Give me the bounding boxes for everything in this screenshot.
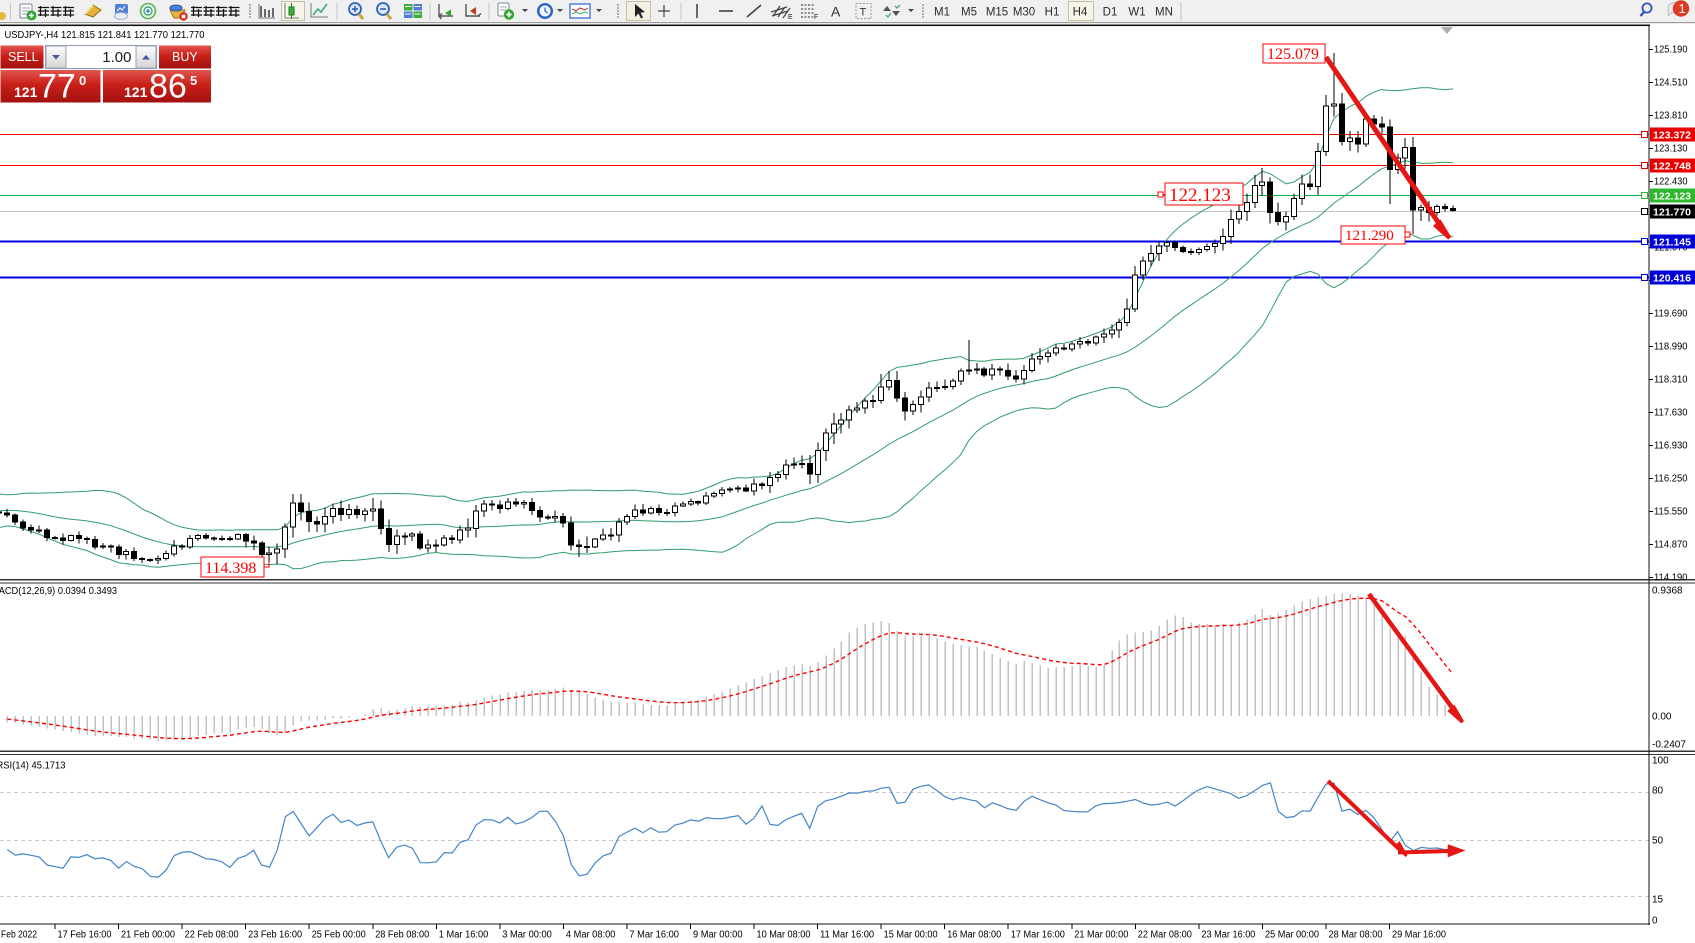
svg-text:USDJPY-,H4 121.815 121.841 12: USDJPY-,H4 121.815 121.841 121.770 121.7… bbox=[5, 30, 205, 41]
svg-text:121.290: 121.290 bbox=[1345, 228, 1394, 244]
svg-text:H1: H1 bbox=[1045, 7, 1060, 19]
svg-text:1.00: 1.00 bbox=[102, 49, 131, 66]
svg-text:5: 5 bbox=[190, 73, 197, 88]
svg-text:50: 50 bbox=[1652, 836, 1664, 847]
svg-text:118.310: 118.310 bbox=[1654, 375, 1688, 386]
svg-text:125.190: 125.190 bbox=[1654, 45, 1688, 56]
svg-text:123.372: 123.372 bbox=[1653, 131, 1691, 142]
svg-text:122.123: 122.123 bbox=[1169, 185, 1231, 206]
svg-text:121: 121 bbox=[124, 84, 148, 100]
svg-text:123.810: 123.810 bbox=[1654, 111, 1688, 122]
svg-text:28 Feb 08:00: 28 Feb 08:00 bbox=[375, 930, 429, 941]
svg-text:17 Feb 16:00: 17 Feb 16:00 bbox=[58, 930, 112, 941]
svg-text:122.748: 122.748 bbox=[1653, 162, 1691, 173]
svg-text:11 Mar 16:00: 11 Mar 16:00 bbox=[820, 930, 874, 941]
svg-text:114.398: 114.398 bbox=[205, 560, 256, 577]
svg-text:118.990: 118.990 bbox=[1654, 342, 1688, 353]
svg-text:21 Mar 00:00: 21 Mar 00:00 bbox=[1074, 930, 1128, 941]
svg-text:22 Feb 08:00: 22 Feb 08:00 bbox=[185, 930, 239, 941]
svg-text:16 Mar 08:00: 16 Mar 08:00 bbox=[947, 930, 1001, 941]
svg-text:28 Mar 08:00: 28 Mar 08:00 bbox=[1329, 930, 1383, 941]
svg-text:0: 0 bbox=[1652, 916, 1658, 927]
svg-text:77: 77 bbox=[38, 68, 76, 106]
svg-text:124.510: 124.510 bbox=[1654, 78, 1688, 89]
svg-text:BUY: BUY bbox=[172, 50, 198, 64]
svg-text:E: E bbox=[788, 14, 793, 21]
svg-text:9 Mar 00:00: 9 Mar 00:00 bbox=[693, 930, 743, 941]
svg-text:25 Mar 00:00: 25 Mar 00:00 bbox=[1265, 930, 1319, 941]
svg-text:114.190: 114.190 bbox=[1654, 573, 1688, 584]
svg-text:D1: D1 bbox=[1103, 7, 1118, 19]
svg-text:Feb 2022: Feb 2022 bbox=[1, 930, 37, 941]
svg-text:M5: M5 bbox=[961, 7, 977, 19]
svg-text:122.123: 122.123 bbox=[1653, 192, 1691, 203]
svg-text:17 Mar 16:00: 17 Mar 16:00 bbox=[1011, 930, 1065, 941]
svg-text:1 Mar 16:00: 1 Mar 16:00 bbox=[439, 930, 489, 941]
svg-text:7 Mar 16:00: 7 Mar 16:00 bbox=[629, 930, 679, 941]
svg-text:23 Feb 16:00: 23 Feb 16:00 bbox=[248, 930, 302, 941]
svg-text:119.690: 119.690 bbox=[1654, 309, 1688, 320]
svg-text:RSI(14) 45.1713: RSI(14) 45.1713 bbox=[0, 761, 66, 772]
svg-text:T: T bbox=[860, 7, 867, 19]
svg-text:122.430: 122.430 bbox=[1654, 177, 1688, 188]
svg-text:15: 15 bbox=[1652, 895, 1664, 906]
svg-text:15 Mar 00:00: 15 Mar 00:00 bbox=[884, 930, 938, 941]
svg-text:MN: MN bbox=[1155, 7, 1173, 19]
svg-text:25 Feb 00:00: 25 Feb 00:00 bbox=[312, 930, 366, 941]
svg-text:21 Feb 00:00: 21 Feb 00:00 bbox=[121, 930, 175, 941]
svg-text:H4: H4 bbox=[1073, 7, 1088, 19]
svg-text:SELL: SELL bbox=[8, 50, 39, 64]
svg-text:1: 1 bbox=[1679, 1, 1686, 16]
svg-text:23 Mar 16:00: 23 Mar 16:00 bbox=[1201, 930, 1255, 941]
svg-text:121: 121 bbox=[14, 84, 38, 100]
svg-text:29 Mar 16:00: 29 Mar 16:00 bbox=[1392, 930, 1446, 941]
svg-text:22 Mar 08:00: 22 Mar 08:00 bbox=[1138, 930, 1192, 941]
svg-text:3 Mar 00:00: 3 Mar 00:00 bbox=[502, 930, 552, 941]
svg-text:121.770: 121.770 bbox=[1653, 208, 1691, 219]
svg-text:A: A bbox=[831, 4, 841, 20]
svg-text:121.145: 121.145 bbox=[1653, 238, 1691, 249]
svg-text:-0.2407: -0.2407 bbox=[1652, 740, 1686, 751]
svg-text:125.079: 125.079 bbox=[1267, 46, 1319, 63]
svg-text:4 Mar 08:00: 4 Mar 08:00 bbox=[566, 930, 616, 941]
svg-text:0.00: 0.00 bbox=[1652, 712, 1672, 723]
svg-text:86: 86 bbox=[149, 68, 187, 106]
svg-text:F: F bbox=[814, 14, 818, 21]
svg-text:116.930: 116.930 bbox=[1654, 441, 1688, 452]
svg-text:116.250: 116.250 bbox=[1654, 474, 1688, 485]
svg-text:80: 80 bbox=[1652, 786, 1664, 797]
svg-text:115.550: 115.550 bbox=[1654, 507, 1688, 518]
svg-text:M1: M1 bbox=[934, 7, 950, 19]
svg-text:M15: M15 bbox=[986, 7, 1008, 19]
svg-text:0: 0 bbox=[79, 73, 86, 88]
svg-text:W1: W1 bbox=[1128, 7, 1145, 19]
svg-text:114.870: 114.870 bbox=[1654, 540, 1688, 551]
svg-text:123.130: 123.130 bbox=[1654, 144, 1688, 155]
svg-text:0.9368: 0.9368 bbox=[1652, 586, 1683, 597]
svg-text:120.416: 120.416 bbox=[1653, 274, 1691, 285]
svg-text:10 Mar 08:00: 10 Mar 08:00 bbox=[757, 930, 811, 941]
svg-text:117.630: 117.630 bbox=[1654, 408, 1688, 419]
svg-text:MACD(12,26,9) 0.0394 0.3493: MACD(12,26,9) 0.0394 0.3493 bbox=[0, 586, 117, 597]
svg-text:100: 100 bbox=[1652, 756, 1669, 767]
svg-text:M30: M30 bbox=[1013, 7, 1035, 19]
